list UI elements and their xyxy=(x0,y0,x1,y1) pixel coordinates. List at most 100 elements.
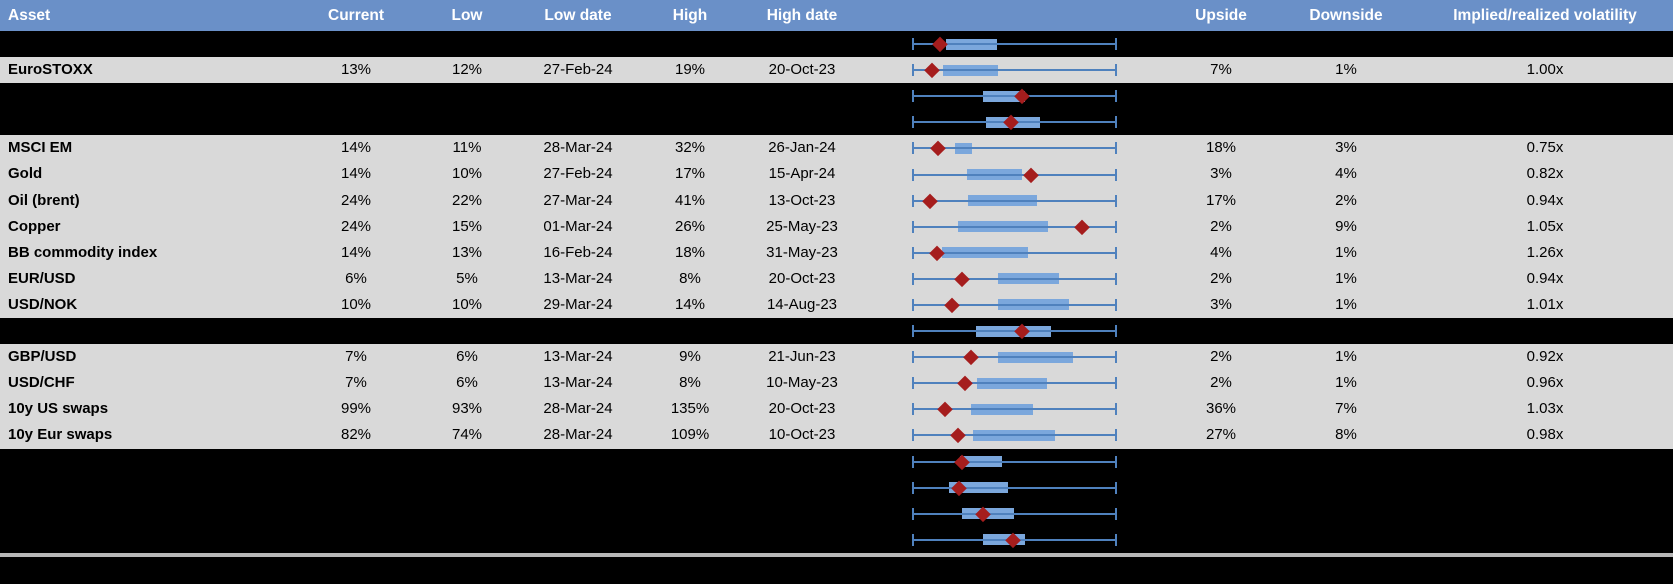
boxplot xyxy=(912,31,1117,57)
header-upside: Upside xyxy=(1195,6,1247,24)
downside-value: 9% xyxy=(1335,217,1357,235)
downside-value: 3% xyxy=(1335,139,1357,157)
low-value: 74% xyxy=(451,426,483,444)
current-value: 6% xyxy=(345,269,367,287)
boxplot-cell xyxy=(862,344,1167,370)
high-value: 135% xyxy=(670,400,710,418)
boxplot xyxy=(912,344,1117,370)
boxplot xyxy=(912,109,1117,135)
whisker-cap-left xyxy=(912,116,914,129)
current-value-diamond xyxy=(944,297,960,313)
upside-value: 27% xyxy=(1205,426,1237,444)
boxplot xyxy=(912,214,1117,240)
whisker-line xyxy=(912,434,1117,437)
whisker-line xyxy=(912,382,1117,385)
boxplot xyxy=(912,370,1117,396)
downside-value: 1% xyxy=(1335,348,1357,366)
whisker-line xyxy=(912,356,1117,359)
current-value-diamond xyxy=(1023,167,1039,182)
boxplot-cell xyxy=(862,527,1167,553)
low-value: 15% xyxy=(451,217,483,235)
table-row: MSCI EM 14% 11% 28-Mar-24 32% 26-Jan-24 … xyxy=(0,135,1673,162)
whisker-cap-left xyxy=(912,377,914,390)
current-value: 13% xyxy=(340,61,372,79)
upside-value: 2% xyxy=(1210,348,1232,366)
high-date: 15-Apr-24 xyxy=(768,165,836,183)
high-date: 31-May-23 xyxy=(766,243,838,261)
whisker-cap-right xyxy=(1115,507,1117,520)
whisker-line xyxy=(912,277,1117,280)
high-value: 8% xyxy=(679,374,701,392)
low-value: 10% xyxy=(451,295,483,313)
whisker-cap-left xyxy=(912,64,914,77)
whisker-line xyxy=(912,43,1117,46)
boxplot-cell xyxy=(862,501,1167,527)
whisker-cap-left xyxy=(912,481,914,494)
header-high: High xyxy=(672,6,708,24)
boxplot-cell xyxy=(862,161,1167,187)
low-date: 28-Mar-24 xyxy=(543,400,613,418)
upside-value: 3% xyxy=(1210,295,1232,313)
header-boxplot-spacer xyxy=(862,0,1167,31)
high-date: 20-Oct-23 xyxy=(768,269,836,287)
whisker-line xyxy=(912,251,1117,254)
boxplot-cell xyxy=(862,396,1167,422)
header-asset: Asset xyxy=(8,6,51,24)
whisker-cap-left xyxy=(912,403,914,416)
boxplot-cell xyxy=(862,188,1167,214)
table-row xyxy=(0,109,1673,136)
high-value: 26% xyxy=(674,217,706,235)
implied-realized-value: 0.92x xyxy=(1526,348,1564,366)
whisker-cap-left xyxy=(912,429,914,442)
current-value: 14% xyxy=(340,139,372,157)
whisker-line xyxy=(912,225,1117,228)
current-value: 7% xyxy=(345,348,367,366)
high-value: 19% xyxy=(674,61,706,79)
boxplot xyxy=(912,292,1117,318)
boxplot xyxy=(912,135,1117,161)
whisker-cap-right xyxy=(1115,116,1117,129)
downside-value: 4% xyxy=(1335,165,1357,183)
boxplot-cell xyxy=(862,318,1167,344)
upside-value: 2% xyxy=(1210,217,1232,235)
current-value: 10% xyxy=(340,295,372,313)
current-value: 24% xyxy=(340,191,372,209)
current-value-diamond xyxy=(957,375,973,391)
asset-name: Gold xyxy=(8,165,43,183)
current-value: 7% xyxy=(345,374,367,392)
table-body: EuroSTOXX 13% 12% 27-Feb-24 19% 20-Oct-2… xyxy=(0,31,1673,553)
asset-name: Oil (brent) xyxy=(8,191,80,209)
whisker-cap-left xyxy=(912,298,914,311)
table-row xyxy=(0,500,1673,527)
low-date: 01-Mar-24 xyxy=(543,217,613,235)
boxplot-cell xyxy=(862,475,1167,501)
whisker-line xyxy=(912,460,1117,463)
boxplot-cell xyxy=(862,449,1167,475)
asset-name: GBP/USD xyxy=(8,348,77,366)
downside-value: 7% xyxy=(1335,400,1357,418)
whisker-cap-left xyxy=(912,272,914,285)
high-date: 10-Oct-23 xyxy=(768,426,836,444)
boxplot xyxy=(912,266,1117,292)
high-date: 14-Aug-23 xyxy=(766,295,838,313)
upside-value: 7% xyxy=(1210,61,1232,79)
whisker-line xyxy=(912,486,1117,489)
header-downside: Downside xyxy=(1309,6,1383,24)
asset-name: MSCI EM xyxy=(8,139,73,157)
low-date: 13-Mar-24 xyxy=(543,269,613,287)
high-value: 14% xyxy=(674,295,706,313)
table-row: 10y Eur swaps 82% 74% 28-Mar-24 109% 10-… xyxy=(0,422,1673,449)
boxplot-cell xyxy=(862,135,1167,161)
header-implied-realized-volatility: Implied/realized volatility xyxy=(1453,6,1637,24)
boxplot-cell xyxy=(862,240,1167,266)
whisker-line xyxy=(912,199,1117,202)
current-value-diamond xyxy=(930,140,946,156)
upside-value: 3% xyxy=(1210,165,1232,183)
low-date: 29-Mar-24 xyxy=(543,295,613,313)
current-value: 99% xyxy=(340,400,372,418)
table-row xyxy=(0,448,1673,475)
whisker-cap-right xyxy=(1115,90,1117,103)
low-date: 16-Feb-24 xyxy=(543,243,613,261)
boxplot-cell xyxy=(862,422,1167,448)
